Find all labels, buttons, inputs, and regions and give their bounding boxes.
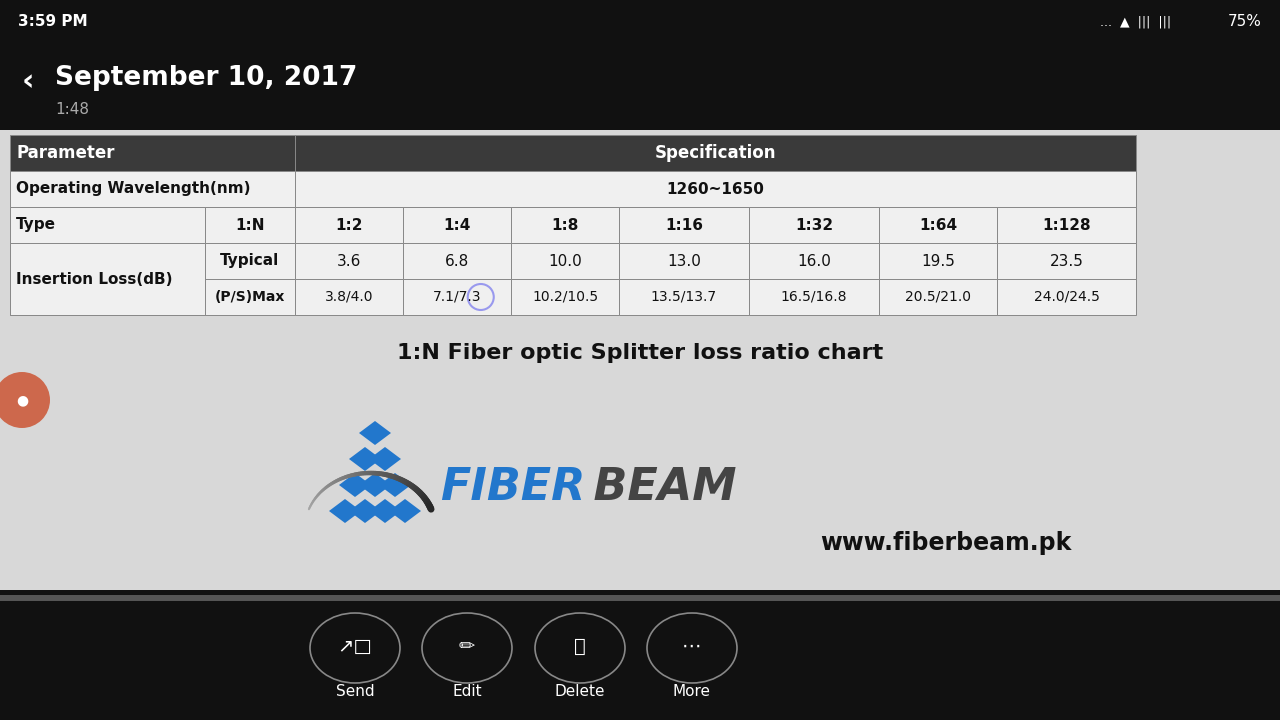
Bar (511, 207, 620, 243)
Text: 10.0: 10.0 (548, 253, 582, 269)
Bar (403, 279, 511, 315)
Text: 10.2/10.5: 10.2/10.5 (532, 290, 598, 304)
Polygon shape (369, 447, 401, 471)
Text: 1:2: 1:2 (335, 217, 362, 233)
Bar (294, 279, 403, 315)
Polygon shape (349, 499, 381, 523)
Bar (10, 279, 205, 315)
Text: Insertion Loss(dB): Insertion Loss(dB) (15, 271, 173, 287)
Text: 3:59 PM: 3:59 PM (18, 14, 87, 30)
Text: 1:N: 1:N (236, 217, 265, 233)
Bar (997, 207, 1137, 243)
Bar (511, 243, 620, 279)
Text: ↗□: ↗□ (338, 636, 372, 655)
Text: 13.5/13.7: 13.5/13.7 (652, 290, 717, 304)
Text: 19.5: 19.5 (922, 253, 955, 269)
Bar (749, 279, 879, 315)
Text: 16.0: 16.0 (797, 253, 831, 269)
Text: Specification: Specification (655, 144, 776, 162)
Text: ⋯: ⋯ (682, 636, 701, 655)
Text: ●: ● (15, 393, 28, 407)
Text: Typical: Typical (220, 253, 279, 269)
Bar (0, 595, 1280, 601)
Bar (997, 243, 1137, 279)
Bar (294, 243, 403, 279)
Text: Send: Send (335, 685, 374, 700)
Text: 1:16: 1:16 (666, 217, 703, 233)
Text: Operating Wavelength(nm): Operating Wavelength(nm) (15, 181, 251, 197)
Polygon shape (358, 421, 390, 445)
Bar (205, 243, 294, 279)
Circle shape (0, 372, 50, 428)
Polygon shape (379, 473, 411, 497)
Bar (749, 243, 879, 279)
Polygon shape (329, 499, 361, 523)
Bar (749, 207, 879, 243)
Text: 1:8: 1:8 (552, 217, 579, 233)
Polygon shape (358, 473, 390, 497)
Text: 23.5: 23.5 (1050, 253, 1083, 269)
Bar (879, 207, 997, 243)
Text: 1:128: 1:128 (1042, 217, 1091, 233)
Polygon shape (389, 499, 421, 523)
Bar (205, 279, 294, 315)
Text: 20.5/21.0: 20.5/21.0 (905, 290, 972, 304)
Text: BEAM: BEAM (579, 467, 736, 510)
Text: ...  ▲  |||  |||: ... ▲ ||| ||| (1100, 16, 1171, 29)
Text: 1:N Fiber optic Splitter loss ratio chart: 1:N Fiber optic Splitter loss ratio char… (397, 343, 883, 363)
Text: September 10, 2017: September 10, 2017 (55, 65, 357, 91)
Bar (620, 279, 749, 315)
Bar (294, 135, 1137, 171)
Text: 1:64: 1:64 (919, 217, 957, 233)
Bar (205, 207, 294, 243)
Bar (403, 207, 511, 243)
Text: 1:32: 1:32 (795, 217, 833, 233)
Text: FIBER: FIBER (440, 467, 585, 510)
Text: ✏: ✏ (458, 636, 475, 655)
Text: Type: Type (15, 217, 56, 233)
Text: www.fiberbeam.pk: www.fiberbeam.pk (820, 531, 1071, 555)
Bar (10, 243, 205, 279)
Bar (879, 243, 997, 279)
Text: 6.8: 6.8 (445, 253, 470, 269)
Text: 16.5/16.8: 16.5/16.8 (781, 290, 847, 304)
Bar (511, 279, 620, 315)
Text: Edit: Edit (452, 685, 481, 700)
Text: 1:4: 1:4 (443, 217, 471, 233)
Text: 7.1/7.3: 7.1/7.3 (433, 290, 481, 304)
Text: ‹: ‹ (22, 68, 35, 96)
Bar (294, 171, 1137, 207)
Text: More: More (673, 685, 710, 700)
Text: 3.8/4.0: 3.8/4.0 (325, 290, 374, 304)
Bar (620, 207, 749, 243)
Bar (294, 207, 403, 243)
Text: 3.6: 3.6 (337, 253, 361, 269)
Text: 1260~1650: 1260~1650 (667, 181, 764, 197)
Bar (0, 601, 1280, 720)
Text: Parameter: Parameter (15, 144, 114, 162)
Bar (997, 279, 1137, 315)
Bar (0, 130, 1280, 590)
Polygon shape (349, 447, 381, 471)
Polygon shape (339, 473, 371, 497)
Bar (10, 243, 205, 315)
Text: 75%: 75% (1228, 14, 1262, 30)
Text: Delete: Delete (554, 685, 605, 700)
Bar (879, 279, 997, 315)
Text: 1:48: 1:48 (55, 102, 90, 117)
Text: 13.0: 13.0 (667, 253, 701, 269)
Bar (10, 171, 294, 207)
Bar (620, 243, 749, 279)
Bar (10, 135, 294, 171)
Polygon shape (369, 499, 401, 523)
Text: ⎕: ⎕ (575, 636, 586, 655)
Bar (403, 243, 511, 279)
Bar (10, 207, 205, 243)
Text: 24.0/24.5: 24.0/24.5 (1033, 290, 1100, 304)
Text: (P/S)Max: (P/S)Max (215, 290, 285, 304)
